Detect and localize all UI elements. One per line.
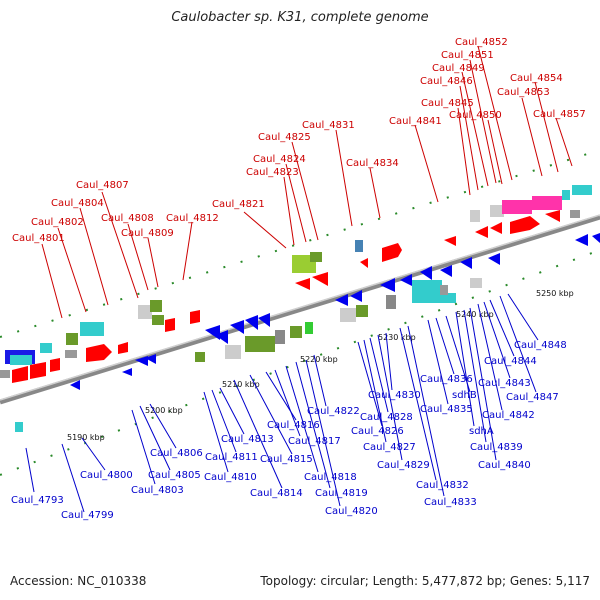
gene-label[interactable]: Caul_4814 xyxy=(250,488,303,499)
tick-label: 5250 kbp xyxy=(536,289,574,298)
gene-label[interactable]: Caul_4807 xyxy=(76,180,129,191)
gene-label[interactable]: Caul_4826 xyxy=(351,426,404,437)
genome-summary-text: Topology: circular; Length: 5,477,872 bp… xyxy=(260,574,590,588)
gene-label[interactable]: Caul_4852 xyxy=(455,37,508,48)
gene-label[interactable]: Caul_4811 xyxy=(205,452,258,463)
tick-label: 5200 kbp xyxy=(145,406,183,415)
gene-label[interactable]: Caul_4806 xyxy=(150,448,203,459)
gene-label[interactable]: Caul_4802 xyxy=(31,217,84,228)
tick-label: 5210 kbp xyxy=(222,380,260,389)
top-leader-lines xyxy=(41,45,573,319)
tick-label: 5190 kbp xyxy=(67,433,105,442)
gene-label[interactable]: Caul_4822 xyxy=(307,406,360,417)
gene-label[interactable]: Caul_4831 xyxy=(302,120,355,131)
gene-label[interactable]: Caul_4841 xyxy=(389,116,442,127)
gene-label[interactable]: Caul_4817 xyxy=(288,436,341,447)
gene-label[interactable]: Caul_4801 xyxy=(12,233,65,244)
accession-text: Accession: NC_010338 xyxy=(10,574,147,588)
gene-label[interactable]: Caul_4840 xyxy=(478,460,531,471)
gene-label[interactable]: Caul_4816 xyxy=(267,420,320,431)
gene-label[interactable]: Caul_4842 xyxy=(482,410,535,421)
gene-label[interactable]: Caul_4815 xyxy=(260,454,313,465)
gene-label[interactable]: Caul_4848 xyxy=(514,340,567,351)
gene-label[interactable]: Caul_4818 xyxy=(304,472,357,483)
gene-label[interactable]: Caul_4854 xyxy=(510,73,563,84)
gene-label[interactable]: Caul_4833 xyxy=(424,497,477,508)
gene-label[interactable]: Caul_4821 xyxy=(212,199,265,210)
gene-label[interactable]: Caul_4810 xyxy=(204,472,257,483)
gene-label[interactable]: Caul_4853 xyxy=(497,87,550,98)
gene-label[interactable]: Caul_4827 xyxy=(363,442,416,453)
gene-label[interactable]: Caul_4800 xyxy=(80,470,133,481)
gene-label[interactable]: Caul_4805 xyxy=(148,470,201,481)
gene-label[interactable]: Caul_4846 xyxy=(420,76,473,87)
gene-label[interactable]: Caul_4803 xyxy=(131,485,184,496)
gene-label[interactable]: Caul_4823 xyxy=(246,167,299,178)
gene-label[interactable]: Caul_4825 xyxy=(258,132,311,143)
gene-label[interactable]: Caul_4804 xyxy=(51,198,104,209)
gene-label[interactable]: Caul_4845 xyxy=(421,98,474,109)
gene-label[interactable]: Caul_4844 xyxy=(484,356,537,367)
gene-label[interactable]: Caul_4828 xyxy=(360,412,413,423)
gene-label[interactable]: Caul_4820 xyxy=(325,506,378,517)
genome-backbone-highlight xyxy=(0,214,600,401)
gene-label[interactable]: Caul_4812 xyxy=(166,213,219,224)
gene-label[interactable]: Caul_4793 xyxy=(11,495,64,506)
bottom-leader-lines xyxy=(25,293,539,513)
tick-label: 5230 kbp xyxy=(378,333,416,342)
gene-label[interactable]: Caul_4835 xyxy=(420,404,473,415)
map-title: Caulobacter sp. K31, complete genome xyxy=(171,10,429,25)
gene-label[interactable]: Caul_4836 xyxy=(420,374,473,385)
outer-guide-top xyxy=(0,149,600,338)
genome-backbone xyxy=(0,214,600,405)
gene-label[interactable]: Caul_4830 xyxy=(368,390,421,401)
gene-label[interactable]: Caul_4819 xyxy=(315,488,368,499)
gene-label[interactable]: Caul_4809 xyxy=(121,228,174,239)
gene-label[interactable]: Caul_4824 xyxy=(253,154,306,165)
gene-label[interactable]: Caul_4808 xyxy=(101,213,154,224)
gene-label[interactable]: Caul_4829 xyxy=(377,460,430,471)
gene-features xyxy=(0,185,600,432)
gene-label[interactable]: Caul_4849 xyxy=(432,63,485,74)
gene-label[interactable]: Caul_4799 xyxy=(61,510,114,521)
bottom-gene-labels: Caul_4793 Caul_4799 Caul_4800 Caul_4803 … xyxy=(11,340,567,521)
gene-label[interactable]: Caul_4847 xyxy=(506,392,559,403)
gene-label[interactable]: Caul_4813 xyxy=(221,434,274,445)
gene-label[interactable]: Caul_4843 xyxy=(478,378,531,389)
gene-label[interactable]: Caul_4839 xyxy=(470,442,523,453)
tick-label: 5240 kbp xyxy=(456,310,494,319)
top-gene-labels: Caul_4801 Caul_4802 Caul_4804 Caul_4807 … xyxy=(12,37,586,244)
gene-label[interactable]: Caul_4851 xyxy=(441,50,494,61)
gene-label[interactable]: Caul_4834 xyxy=(346,158,399,169)
gene-label[interactable]: Caul_4832 xyxy=(416,480,469,491)
tick-label: 5220 kbp xyxy=(300,355,338,364)
gene-label[interactable]: sdhA xyxy=(469,426,494,437)
gene-label[interactable]: Caul_4850 xyxy=(449,110,502,121)
gene-label[interactable]: Caul_4857 xyxy=(533,109,586,120)
gene-label[interactable]: sdhB xyxy=(452,390,477,401)
